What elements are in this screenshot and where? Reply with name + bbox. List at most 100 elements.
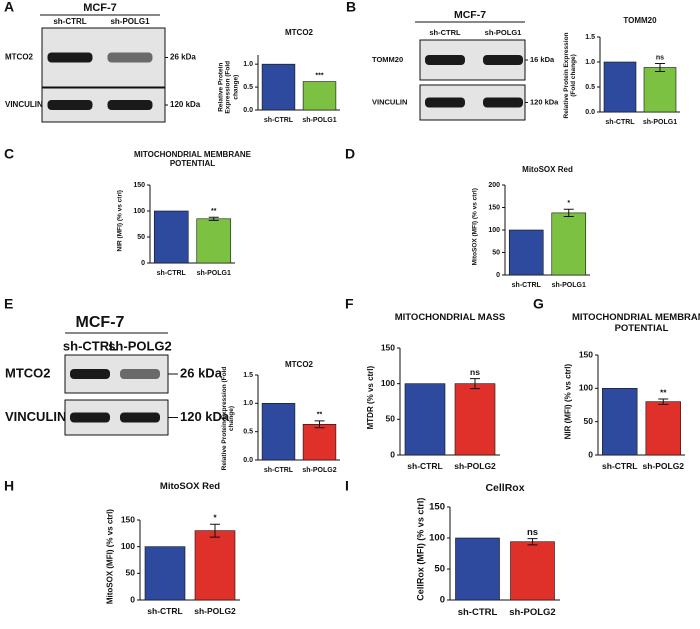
significance-label: *	[567, 200, 570, 207]
x-tick-label: sh-POLG1	[302, 117, 336, 124]
y-tick-label: 0	[588, 449, 593, 459]
y-axis-label: Relative Protein Expression (Fold change…	[562, 31, 577, 118]
x-tick-label: sh-CTRL	[264, 467, 294, 474]
y-tick-label: 0.0	[243, 457, 253, 464]
error-bar	[470, 378, 480, 390]
bar	[602, 388, 638, 456]
y-tick-label: 1.0	[585, 59, 595, 66]
blot-header: MCF-7	[454, 9, 486, 21]
lane-label: sh-POLG2	[108, 338, 172, 353]
size-label: 26 kDa	[170, 53, 196, 62]
bar	[510, 541, 555, 601]
y-tick-label: 0	[130, 594, 135, 604]
chart-title: CellRox	[485, 482, 525, 494]
blot-row-label: VINCULIN	[5, 100, 43, 109]
x-tick-label: sh-POLG2	[194, 606, 236, 616]
bar	[643, 67, 677, 113]
y-tick-label: 1.5	[585, 34, 595, 41]
chart-title: MitoSOX Red	[159, 481, 221, 492]
y-axis-label: MitoSOX (MFI) (% vs ctrl)	[105, 508, 115, 604]
bar	[261, 403, 296, 461]
y-tick-label: 0.5	[243, 84, 253, 91]
blot-row-label: MTCO2	[5, 53, 34, 62]
x-tick-label: sh-POLG1	[643, 119, 677, 126]
y-tick-label: 200	[488, 182, 500, 189]
blot-band	[47, 52, 93, 63]
x-tick-label: sh-POLG2	[642, 461, 684, 471]
bar	[404, 383, 446, 456]
size-label: 16 kDa	[530, 55, 555, 64]
x-tick-label: sh-POLG2	[302, 467, 336, 474]
y-tick-label: 150	[121, 514, 135, 524]
panel-letter: I	[345, 478, 349, 494]
y-tick-label: 50	[386, 414, 396, 424]
bar	[508, 229, 544, 276]
blot-band	[107, 52, 153, 63]
panel-letter: G	[533, 296, 544, 312]
significance-label: **	[660, 387, 667, 397]
error-bar	[314, 420, 325, 429]
chart-title: TOMM20	[623, 16, 657, 25]
blot-band	[120, 412, 160, 423]
blot-row-label: MTCO2	[5, 365, 51, 380]
bar	[603, 61, 637, 113]
blot-band	[425, 55, 465, 65]
significance-label: ns	[527, 527, 538, 538]
x-tick-label: sh-CTRL	[605, 119, 635, 126]
y-tick-label: 1.5	[243, 372, 253, 379]
blot-band	[483, 97, 523, 108]
bar	[153, 210, 189, 264]
significance-label: **	[317, 412, 323, 419]
y-axis-label: NIR (MFI) (% vs ctrl)	[563, 363, 573, 439]
y-tick-label: 0.0	[243, 107, 253, 114]
x-tick-label: sh-POLG1	[197, 270, 231, 277]
lane-label: sh-POLG1	[485, 28, 522, 37]
blot-header: MCF-7	[76, 314, 125, 331]
y-tick-label: 0.0	[585, 109, 595, 116]
y-axis-label: NIR (MFI) (% vs ctrl)	[116, 190, 124, 252]
significance-label: ***	[315, 72, 323, 79]
size-label: 26 kDa	[180, 365, 223, 380]
y-tick-label: 100	[381, 378, 395, 388]
panel-letter: D	[345, 146, 355, 162]
size-label: 120 kDa	[180, 409, 230, 424]
x-tick-label: sh-CTRL	[602, 461, 637, 471]
x-tick-label: sh-CTRL	[157, 270, 187, 277]
panel-letter: F	[345, 296, 354, 312]
x-tick-label: sh-CTRL	[512, 282, 542, 289]
bar	[455, 537, 500, 601]
x-tick-label: sh-CTRL	[407, 461, 442, 471]
error-bar	[210, 523, 220, 538]
y-tick-label: 150	[488, 204, 500, 211]
blot-band	[70, 412, 110, 423]
y-tick-label: 100	[579, 383, 593, 393]
y-tick-label: 100	[121, 541, 135, 551]
y-axis-label: MTDR (% vs ctrl)	[365, 365, 375, 430]
blot-band	[120, 369, 160, 379]
bar	[302, 81, 337, 111]
chart-title: MTCO2	[285, 360, 313, 369]
bar	[194, 530, 236, 601]
blot-row-label: VINCULIN	[372, 97, 407, 106]
blot-row-label: TOMM20	[372, 55, 403, 64]
panel-letter: H	[4, 478, 14, 494]
x-tick-label: sh-CTRL	[264, 117, 294, 124]
y-tick-label: 50	[492, 249, 500, 256]
bar	[196, 218, 232, 264]
y-tick-label: 1.0	[243, 61, 253, 68]
x-tick-label: sh-POLG1	[552, 282, 586, 289]
y-tick-label: 50	[584, 416, 594, 426]
lane-label: sh-POLG1	[110, 17, 150, 26]
y-axis-label: Relative Protein Expression (Fold change…	[216, 60, 239, 114]
blot-row-label: VINCULIN	[5, 409, 66, 424]
y-tick-label: 0	[440, 595, 445, 606]
bar	[454, 383, 496, 456]
chart-title: MITOCHONDRIAL MEMBRANE POTENTIAL	[572, 312, 700, 334]
size-label: 120 kDa	[530, 97, 559, 106]
blot-band	[425, 97, 465, 108]
y-tick-label: 1.0	[243, 400, 253, 407]
y-tick-label: 100	[133, 208, 145, 215]
lane-label: sh-CTRL	[429, 28, 461, 37]
error-bar	[527, 538, 538, 546]
